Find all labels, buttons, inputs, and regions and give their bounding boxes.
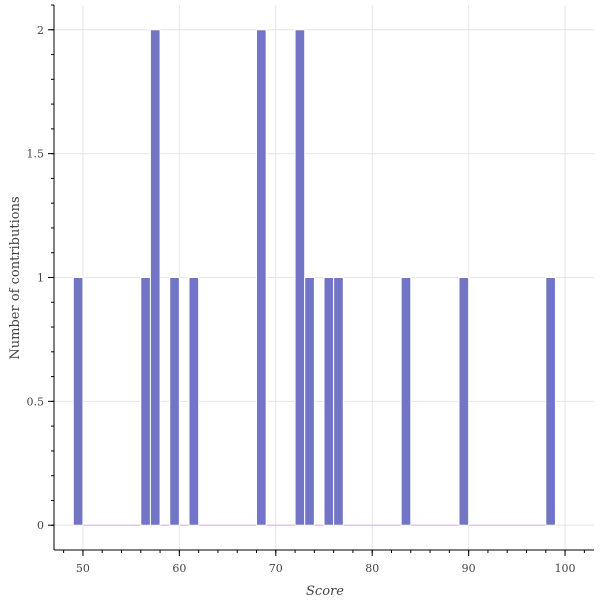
histogram-bar <box>256 29 267 526</box>
y-tick-label: 0 <box>37 519 44 532</box>
y-tick-label: 1 <box>37 272 44 285</box>
x-tick-label: 60 <box>172 562 186 575</box>
histogram-bar <box>458 277 470 526</box>
x-axis-title: Score <box>306 584 344 599</box>
x-tick-label: 50 <box>76 562 90 575</box>
histogram-bar <box>188 277 200 526</box>
histogram-bar <box>140 277 151 526</box>
histogram-bar <box>400 277 412 526</box>
histogram-bar <box>149 29 161 526</box>
y-tick-label: 2 <box>37 24 44 37</box>
histogram-bar <box>323 277 335 526</box>
x-tick-label: 70 <box>269 562 283 575</box>
x-tick-label: 100 <box>555 562 576 575</box>
bars <box>72 29 556 526</box>
axes: 50 60 70 80 90 100 0 0.5 1 1.5 2 <box>27 4 594 575</box>
histogram-bar <box>545 277 556 526</box>
histogram-bar <box>169 277 180 526</box>
x-tick-label: 80 <box>365 562 379 575</box>
y-axis-title: Number of contributions <box>8 196 23 359</box>
x-tick-label: 90 <box>462 562 476 575</box>
histogram-bar <box>333 277 344 526</box>
histogram-bar <box>304 277 315 526</box>
histogram-bar <box>72 277 84 526</box>
y-tick-label: 1.5 <box>27 148 45 161</box>
y-tick-label: 0.5 <box>27 395 45 408</box>
histogram-bar <box>294 29 306 526</box>
